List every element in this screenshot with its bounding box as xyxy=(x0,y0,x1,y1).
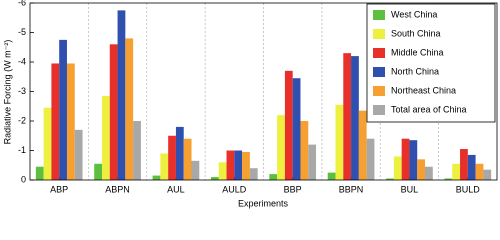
bar xyxy=(444,178,453,180)
bar xyxy=(284,70,293,180)
bar xyxy=(327,172,336,180)
x-tick-label: BULD xyxy=(456,184,481,194)
bar xyxy=(35,166,44,180)
x-tick-label: AULD xyxy=(222,184,247,194)
bar xyxy=(386,178,394,180)
bar xyxy=(308,144,317,180)
bar xyxy=(168,135,176,180)
x-tick-label: BUL xyxy=(401,184,419,194)
x-tick-label: BBPN xyxy=(339,184,364,194)
bar xyxy=(467,154,476,180)
bar xyxy=(452,163,461,180)
bar xyxy=(300,121,309,180)
x-tick-label: ABP xyxy=(50,184,68,194)
bar xyxy=(175,126,184,180)
bar xyxy=(483,169,492,180)
bar xyxy=(218,162,227,180)
bar xyxy=(226,150,235,180)
y-tick-label: -3 xyxy=(18,86,26,96)
legend-label: West China xyxy=(391,9,437,19)
bar xyxy=(335,104,344,180)
legend-swatch xyxy=(373,48,385,58)
bar xyxy=(475,163,484,180)
legend-box xyxy=(366,3,496,123)
bar xyxy=(234,150,243,180)
legend-label: South China xyxy=(391,28,441,38)
bar xyxy=(277,115,285,180)
bar xyxy=(401,138,410,180)
bar xyxy=(460,149,468,180)
bar xyxy=(59,39,67,180)
bar xyxy=(366,138,375,180)
y-tick-label: -2 xyxy=(18,115,26,125)
x-tick-label: BBP xyxy=(284,184,302,194)
bar xyxy=(351,56,359,180)
y-tick-label: -6 xyxy=(18,0,26,7)
x-axis-label: Experiments xyxy=(238,198,289,208)
bar xyxy=(191,160,200,180)
bar xyxy=(425,166,433,180)
bar xyxy=(66,63,75,180)
bar xyxy=(109,44,118,180)
y-tick-label: 0 xyxy=(21,174,26,184)
bar xyxy=(242,151,250,180)
legend-swatch xyxy=(373,67,385,77)
x-tick-label: ABPN xyxy=(105,184,130,194)
y-axis-label: Radiative Forcing (W m⁻²) xyxy=(2,40,12,145)
legend-label: Middle China xyxy=(391,47,444,57)
chart: Radiative Forcing (W m⁻²) Experiments 0 -… xyxy=(2,0,498,208)
bar xyxy=(51,63,60,180)
bar xyxy=(409,140,418,180)
bar xyxy=(358,110,367,180)
y-tick-label: -1 xyxy=(18,145,26,155)
bar xyxy=(417,159,426,180)
legend-label: North China xyxy=(391,66,439,76)
bar xyxy=(117,10,126,180)
legend-swatch xyxy=(373,29,385,39)
bar xyxy=(269,174,278,180)
bar xyxy=(125,38,134,181)
bar xyxy=(249,168,258,180)
bar xyxy=(152,175,161,180)
plot-frame xyxy=(29,2,498,181)
bar xyxy=(343,53,352,180)
bar xyxy=(94,163,102,180)
x-tick-label: AUL xyxy=(167,184,185,194)
legend-swatch xyxy=(373,10,385,20)
legend-swatch xyxy=(373,86,385,96)
legend-label: Northeast China xyxy=(391,85,456,95)
bar xyxy=(43,107,52,180)
bar xyxy=(210,177,219,180)
y-tick-label: -4 xyxy=(18,56,26,66)
bar xyxy=(393,156,402,180)
bar xyxy=(74,129,83,180)
bar xyxy=(101,95,110,180)
y-tick-label: -5 xyxy=(18,27,26,37)
legend-label: Total area of China xyxy=(391,104,467,114)
bar xyxy=(133,121,141,180)
bar xyxy=(292,78,301,180)
legend-swatch xyxy=(373,105,385,115)
bar xyxy=(183,138,192,180)
bar xyxy=(160,153,169,180)
